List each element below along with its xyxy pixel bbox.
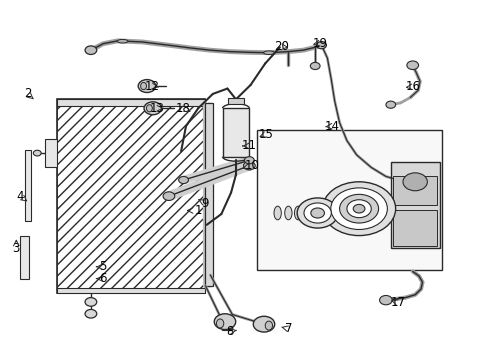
Text: 9: 9: [202, 197, 209, 210]
Bar: [392, 211, 436, 246]
Circle shape: [304, 203, 330, 223]
Bar: [256, 130, 441, 270]
Circle shape: [163, 192, 174, 201]
Circle shape: [322, 182, 395, 235]
Text: 3: 3: [13, 242, 20, 255]
Circle shape: [297, 198, 337, 228]
Bar: [222, 108, 249, 157]
Circle shape: [85, 310, 97, 318]
Circle shape: [214, 314, 235, 329]
Text: 12: 12: [144, 80, 159, 93]
Circle shape: [310, 62, 320, 69]
Text: 18: 18: [176, 102, 191, 115]
Ellipse shape: [264, 321, 272, 330]
Text: 19: 19: [312, 36, 327, 50]
Bar: [57, 99, 205, 293]
Bar: [392, 176, 436, 205]
Circle shape: [243, 161, 255, 170]
Text: 15: 15: [259, 127, 273, 141]
Circle shape: [379, 296, 391, 305]
Bar: [205, 103, 212, 286]
Circle shape: [178, 176, 188, 184]
Circle shape: [85, 46, 97, 54]
Circle shape: [330, 188, 386, 229]
Circle shape: [402, 173, 427, 191]
Text: 2: 2: [24, 87, 31, 100]
Circle shape: [144, 102, 161, 115]
Bar: [25, 149, 31, 221]
Text: 11: 11: [242, 139, 256, 152]
Ellipse shape: [141, 82, 146, 90]
Ellipse shape: [273, 206, 281, 220]
Text: 13: 13: [149, 102, 164, 115]
Ellipse shape: [146, 105, 152, 112]
Circle shape: [138, 80, 156, 93]
Bar: [390, 162, 439, 248]
Text: 1: 1: [194, 204, 202, 217]
Ellipse shape: [216, 319, 224, 328]
Text: 6: 6: [99, 272, 106, 285]
Circle shape: [33, 150, 41, 156]
Circle shape: [85, 298, 97, 306]
Bar: [57, 288, 205, 293]
Bar: [44, 139, 57, 167]
Ellipse shape: [284, 206, 291, 220]
Text: 10: 10: [244, 159, 259, 172]
Bar: [20, 235, 29, 279]
Bar: [57, 99, 205, 293]
Bar: [228, 98, 243, 104]
Circle shape: [310, 208, 324, 218]
Ellipse shape: [294, 206, 301, 220]
Text: 16: 16: [405, 80, 419, 93]
Ellipse shape: [117, 40, 128, 43]
Circle shape: [244, 157, 254, 164]
Text: 5: 5: [99, 260, 106, 273]
Text: 14: 14: [324, 120, 339, 133]
Text: 17: 17: [390, 296, 405, 309]
Text: 20: 20: [273, 40, 288, 53]
Bar: [57, 99, 205, 107]
Circle shape: [406, 61, 418, 69]
Ellipse shape: [303, 206, 310, 220]
Text: 8: 8: [226, 325, 233, 338]
Ellipse shape: [263, 51, 274, 54]
Circle shape: [339, 194, 378, 223]
Circle shape: [346, 200, 370, 218]
Circle shape: [253, 316, 274, 332]
Circle shape: [316, 41, 326, 49]
Circle shape: [352, 204, 364, 213]
Text: 7: 7: [284, 322, 291, 335]
Circle shape: [385, 101, 395, 108]
Text: 4: 4: [17, 190, 24, 203]
